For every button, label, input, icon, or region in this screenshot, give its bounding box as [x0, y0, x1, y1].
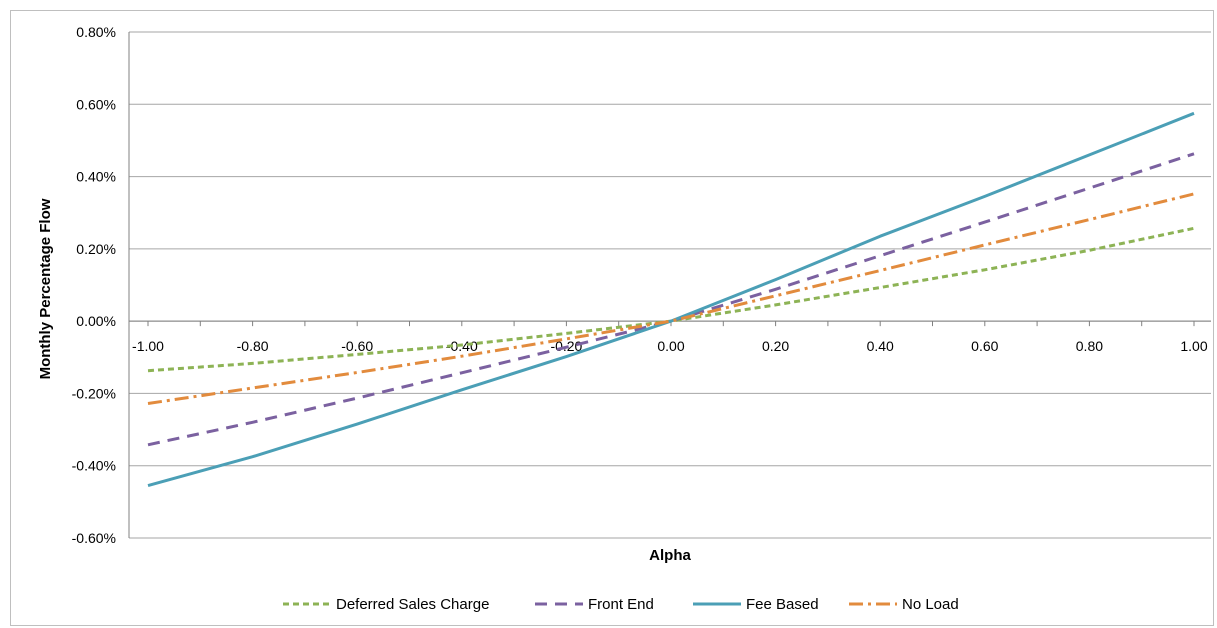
- x-tick-label: 0.80: [1076, 338, 1103, 354]
- x-tick-label: 0.40: [867, 338, 894, 354]
- y-tick-label: 0.40%: [76, 169, 116, 185]
- y-tick-label: -0.40%: [72, 458, 116, 474]
- series-line-no-load: [147, 192, 1195, 405]
- x-axis: -1.00 -0.80 -0.60 -0.40 -0.20 0.00 0.20 0.40 0.6…: [129, 320, 1211, 354]
- y-tick-label: -0.60%: [72, 530, 116, 546]
- x-tick-label: 0.20: [762, 338, 789, 354]
- x-tick-label: 1.00: [1180, 338, 1207, 354]
- x-tick-label: -0.60: [341, 338, 373, 354]
- series-lines: [147, 111, 1195, 488]
- legend: Deferred Sales Charge Front End Fee Based N…: [283, 596, 959, 613]
- series-line-front-end: [147, 152, 1195, 447]
- x-tick-label: -0.80: [237, 338, 269, 354]
- y-tick-label: -0.20%: [72, 385, 116, 401]
- y-tick-label: 0.80%: [76, 24, 116, 40]
- x-tick-label: 0.00: [657, 338, 684, 354]
- legend-label: Front End: [588, 596, 654, 613]
- x-axis-title: Alpha: [649, 547, 691, 564]
- y-tick-label: 0.20%: [76, 241, 116, 257]
- x-tick-label: -1.00: [132, 338, 164, 354]
- x-tick-label: 0.60: [971, 338, 998, 354]
- y-axis-title: Monthly Percentage Flow: [37, 198, 54, 379]
- chart-frame: [10, 10, 1214, 626]
- series-line-fee-based: [147, 111, 1195, 488]
- y-tick-label: 0.60%: [76, 96, 116, 112]
- legend-label: No Load: [902, 596, 959, 613]
- gridlines: [129, 31, 1211, 539]
- legend-label: Deferred Sales Charge: [336, 596, 489, 613]
- y-tick-label: 0.00%: [76, 313, 116, 329]
- y-axis: 0.80% 0.60% 0.40% 0.20% 0.00% -0.20% -0.40% -0.…: [72, 24, 130, 546]
- legend-label: Fee Based: [746, 596, 819, 613]
